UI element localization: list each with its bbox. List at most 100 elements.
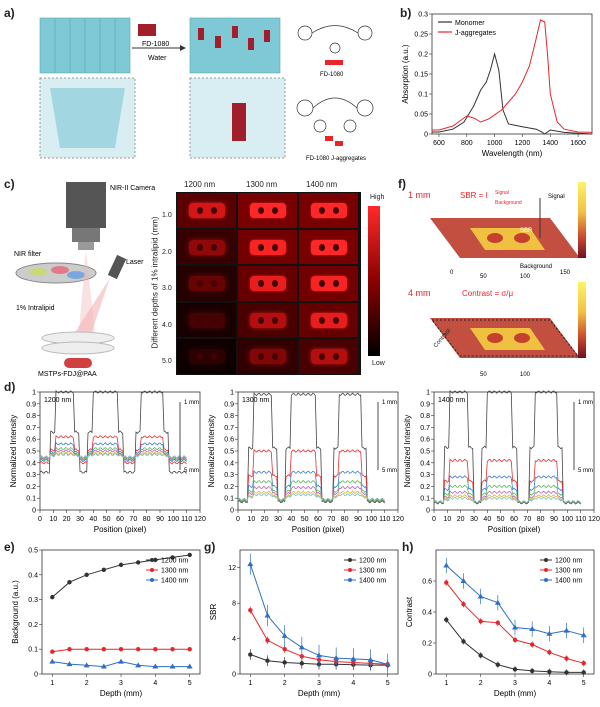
profile-line (237, 485, 385, 502)
x-tick-label: 3 (513, 680, 517, 687)
x-tick-label: 120 (194, 516, 206, 523)
data-point (350, 655, 357, 661)
x-tick-label: 2 (479, 680, 483, 687)
y-tick-label: 0 (232, 672, 236, 679)
data-point (265, 638, 270, 643)
profile-line (433, 493, 581, 504)
profile-line (433, 484, 581, 504)
x-tick-label: 600 (433, 140, 445, 147)
aggregate-structure (296, 97, 374, 133)
x-tick-label: 50 (497, 516, 505, 523)
f-sbr: SBR = I (460, 191, 488, 200)
svg-text:150: 150 (560, 270, 571, 276)
data-point (67, 647, 72, 652)
hole (258, 243, 264, 251)
x-tick-label: 60 (116, 516, 124, 523)
x-tick-label: 80 (341, 516, 349, 523)
y-tick-label: 0.4 (26, 460, 36, 467)
hole (211, 243, 217, 251)
plot-frame (433, 391, 595, 511)
corner-label: 1200 nm (44, 397, 71, 404)
panel-c-setup: NIR-II Camera NIR filter Laser 1% Intral… (14, 182, 155, 378)
data-point (118, 562, 124, 568)
profile-line (39, 434, 187, 465)
hole (211, 207, 217, 214)
legend-label: 1200 nm (359, 558, 386, 565)
panel-label-a: a) (4, 6, 15, 20)
f-bot-mm: 4 mm (408, 288, 431, 298)
fd-1080-chip-icon (138, 24, 156, 36)
x-tick-label: 90 (550, 516, 558, 523)
x-tick-label: 110 (181, 516, 192, 523)
data-point (333, 655, 340, 661)
y-tick-label: 0 (428, 672, 432, 679)
data-point (529, 642, 535, 647)
data-point (460, 578, 467, 583)
data-point (153, 647, 158, 652)
x-tick-label: 2 (283, 680, 287, 687)
hole (197, 207, 203, 214)
legend-marker (150, 578, 154, 582)
hole (333, 243, 339, 251)
laser-icon (107, 254, 127, 280)
profile-line (237, 479, 385, 503)
hole (211, 353, 217, 360)
data-point (564, 656, 569, 661)
svg-text:0: 0 (450, 270, 454, 276)
surface-top: 1 mm SBR = I Signal Background Signal SB… (408, 182, 586, 280)
y-tick-label: 0 (426, 508, 430, 515)
y-axis-label: Absorption (a.u.) (401, 44, 410, 103)
depth-bottom-label: 5 mm (578, 468, 593, 474)
svg-text:100: 100 (520, 274, 531, 280)
depth-tick: 3.0 (162, 285, 172, 292)
x-tick-label: 20 (63, 516, 71, 523)
colorbar-high: High (370, 194, 385, 201)
y-tick-label: 0.3 (418, 12, 428, 19)
profile-line (39, 452, 187, 459)
y-tick-label: 4 (232, 636, 236, 643)
x-tick-label: 0 (38, 516, 42, 523)
data-point (444, 580, 449, 585)
data-point (135, 560, 141, 565)
x-tick-label: 2 (85, 680, 89, 687)
legend-marker (150, 568, 154, 572)
x-tick-label: 70 (129, 516, 137, 523)
hole (197, 243, 203, 251)
y-tick-label: 0.8 (420, 413, 430, 420)
data-point (169, 663, 176, 669)
x-tick-label: 50 (103, 516, 111, 523)
image-grid (176, 192, 361, 375)
colorbar (368, 206, 380, 356)
sample-signal (189, 349, 225, 364)
sample-icon (64, 358, 92, 368)
y-tick-label: 0 (34, 672, 38, 679)
y-axis-label: Normalized Intensity (403, 415, 412, 487)
f-sbr-sub: Signal (495, 190, 509, 196)
x-tick-label: 70 (523, 516, 531, 523)
x-tick-label: 5 (582, 680, 586, 687)
x-axis-label: Position (pixel) (488, 525, 541, 534)
y-tick-label: 0.7 (26, 425, 36, 432)
monomer-icon (325, 60, 343, 65)
y-tick-label: 0.05 (414, 112, 428, 119)
data-point (547, 650, 552, 655)
legend-label: 1200 nm (555, 558, 582, 565)
y-tick-label: 0.4 (420, 460, 430, 467)
legend-label: 1300 nm (359, 568, 386, 575)
depth-axis-label: Different depths of 1% intralipid (mm) (145, 200, 160, 370)
profile-line (433, 496, 581, 504)
data-point (248, 608, 253, 613)
y-tick-label: 0 (230, 508, 234, 515)
hole (333, 280, 339, 287)
data-point (581, 670, 586, 675)
nir-image-cell (177, 302, 236, 337)
data-point (299, 661, 305, 666)
x-axis-label: Depth (mm) (494, 689, 537, 698)
x-tick-label: 30 (470, 516, 478, 523)
y-tick-label: 0.8 (26, 413, 36, 420)
y-tick-label: 0 (424, 132, 428, 139)
panel-a-schematic: FD-1080 Water FD-1080 FD-1080 J-aggregat… (39, 17, 374, 162)
data-point (84, 572, 89, 577)
y-tick-label: 0.6 (420, 437, 430, 444)
svg-text:50: 50 (480, 274, 487, 280)
